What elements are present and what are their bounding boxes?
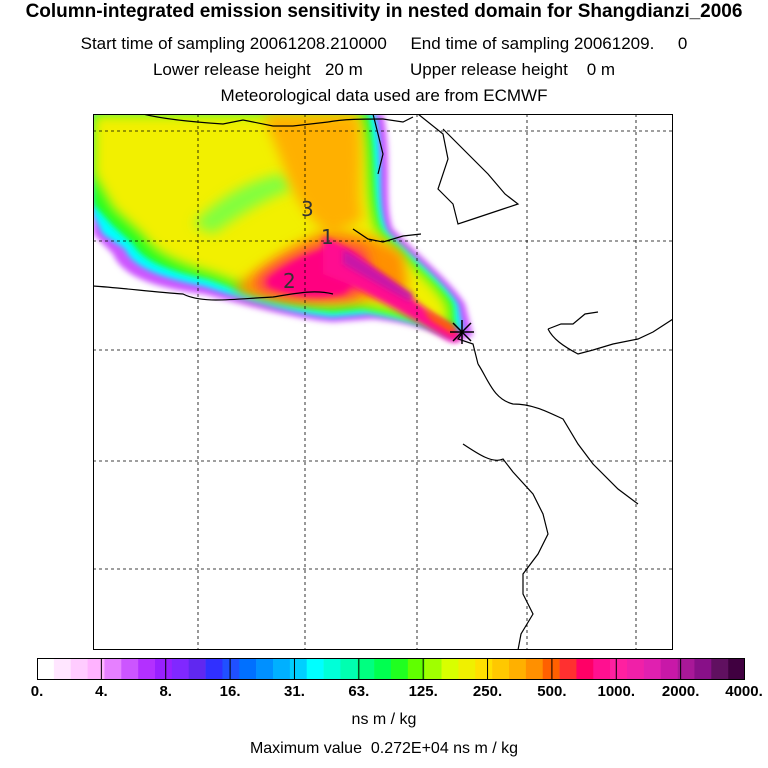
colorbar-units: ns m / kg bbox=[351, 711, 417, 728]
colorbar-cell bbox=[289, 658, 308, 680]
colorbar-cell bbox=[576, 658, 594, 680]
colorbar-tick-label: 8. bbox=[159, 683, 172, 700]
map-frame bbox=[93, 114, 673, 650]
colorbar-cell bbox=[458, 658, 476, 680]
colorbar-cell bbox=[53, 658, 72, 680]
met-data-label: Meteorological data used are from ECMWF bbox=[220, 86, 548, 105]
colorbar-tick-label: 250. bbox=[472, 683, 503, 700]
colorbar-cell bbox=[509, 658, 527, 680]
colorbar-cell bbox=[407, 658, 426, 680]
colorbar-cell bbox=[87, 658, 105, 680]
colorbar-cell bbox=[610, 658, 628, 680]
colorbar-cell bbox=[643, 658, 662, 680]
colorbar-tick-label: 31. bbox=[284, 683, 305, 700]
emission-sensitivity-map: 1 2 3 bbox=[93, 114, 673, 650]
colorbar-tick-label: 125. bbox=[408, 683, 438, 700]
map-title: Column-integrated emission sensitivity i… bbox=[25, 1, 743, 22]
colorbar-cell bbox=[627, 658, 645, 680]
colorbar-frame bbox=[37, 658, 745, 680]
colorbar-tick-label: 1000. bbox=[597, 683, 636, 700]
position-label-3: 3 bbox=[301, 197, 314, 221]
colorbar-tick-label: 500. bbox=[537, 683, 567, 700]
plume-field bbox=[93, 114, 473, 342]
colorbar-cell bbox=[424, 658, 442, 680]
colorbar-cell bbox=[593, 658, 611, 680]
colorbar-cell bbox=[340, 658, 358, 680]
colorbar-cell bbox=[138, 658, 156, 680]
colorbar-cell bbox=[559, 658, 577, 680]
colorbar-cell bbox=[475, 658, 493, 680]
colorbar-cell bbox=[694, 658, 712, 680]
position-label-1: 1 bbox=[321, 225, 334, 249]
colorbar-cell bbox=[273, 658, 291, 680]
colorbar-cell bbox=[37, 658, 55, 680]
colorbar-cell bbox=[121, 658, 139, 680]
maximum-value-label: Maximum value 0.272E+04 ns m / kg bbox=[249, 740, 519, 757]
colorbar-tick-label: 4. bbox=[95, 683, 108, 700]
colorbar-cell bbox=[104, 658, 122, 680]
release-heights: Lower release height 20 m Upper release … bbox=[0, 60, 768, 80]
cross-marker-icon bbox=[450, 320, 474, 344]
colorbar-cell bbox=[728, 658, 745, 680]
colorbar-cells bbox=[37, 658, 745, 680]
colorbar-cell bbox=[306, 658, 324, 680]
upper-release-label: Upper release height 0 m bbox=[409, 60, 616, 79]
colorbar-tick-label: 0. bbox=[30, 683, 44, 700]
colorbar-cell bbox=[205, 658, 223, 680]
lower-release-label: Lower release height 20 m bbox=[152, 60, 363, 79]
colorbar-cell bbox=[239, 658, 257, 680]
colorbar-cell bbox=[660, 658, 678, 680]
colorbar-cell bbox=[677, 658, 695, 680]
colorbar-cell bbox=[155, 658, 173, 680]
colorbar-tick-lines bbox=[100, 658, 682, 680]
colorbar-cell bbox=[323, 658, 341, 680]
position-label-2: 2 bbox=[283, 269, 296, 293]
colorbar-tick-label: 16. bbox=[219, 683, 241, 700]
end-time-label: End time of sampling 20061209. 0 bbox=[410, 34, 688, 53]
colorbar-tick-label: 2000. bbox=[661, 683, 700, 700]
coastlines bbox=[93, 114, 673, 650]
colorbar-cell bbox=[391, 658, 409, 680]
colorbar-cell bbox=[357, 658, 375, 680]
colorbar-cell bbox=[711, 658, 729, 680]
colorbar bbox=[37, 658, 745, 680]
colorbar-cell bbox=[256, 658, 274, 680]
colorbar-cell bbox=[222, 658, 240, 680]
colorbar-tick-label: 63. bbox=[348, 683, 370, 700]
colorbar-cell bbox=[70, 658, 88, 680]
colorbar-cell bbox=[441, 658, 459, 680]
colorbar-cell bbox=[374, 658, 392, 680]
colorbar-cell bbox=[492, 658, 510, 680]
lat-lon-grid bbox=[93, 114, 673, 650]
colorbar-cell bbox=[188, 658, 206, 680]
colorbar-tick-label: 4000. bbox=[725, 683, 763, 700]
colorbar-cell bbox=[171, 658, 190, 680]
colorbar-cell bbox=[525, 658, 544, 680]
start-time-label: Start time of sampling 20061208.210000 bbox=[80, 34, 387, 53]
colorbar-cell bbox=[542, 658, 560, 680]
sampling-times: Start time of sampling 20061208.210000 E… bbox=[0, 34, 768, 54]
